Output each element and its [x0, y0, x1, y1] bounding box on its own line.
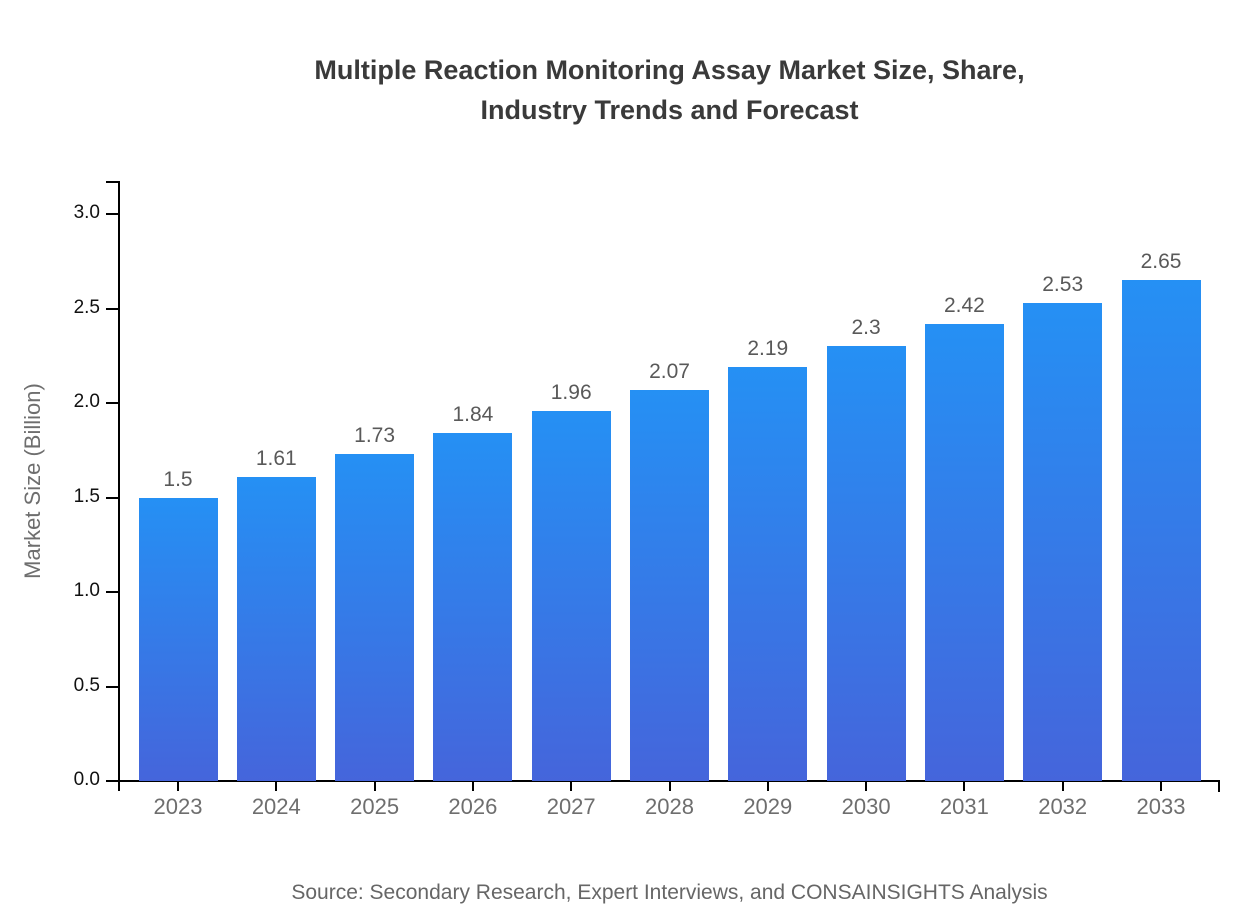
x-axis-tick [275, 781, 278, 791]
bar-value-label: 2.19 [747, 337, 789, 361]
x-axis-tick-label: 2030 [841, 794, 891, 819]
source-note: Source: Secondary Research, Expert Inter… [291, 881, 1048, 904]
bar-value-label: 2.42 [943, 293, 985, 317]
bar-value-label: 2.3 [851, 316, 881, 340]
x-axis-tick-label: 2031 [939, 794, 989, 819]
chart-title-line-1: Multiple Reaction Monitoring Assay Marke… [314, 55, 1025, 85]
x-axis-line [106, 780, 1220, 782]
bar-value-label: 1.61 [255, 446, 297, 470]
bar [531, 410, 611, 781]
x-axis-tick [963, 781, 966, 791]
y-axis-end-cap [106, 181, 118, 183]
x-axis-tick [865, 781, 868, 791]
y-axis-tick-label: 3.0 [73, 202, 100, 223]
bar-value-label: 1.96 [550, 380, 592, 404]
bar-value-label: 1.84 [452, 403, 494, 427]
bar [236, 476, 316, 781]
x-axis-tick-label: 2025 [350, 794, 400, 819]
x-axis-tick [766, 781, 769, 791]
x-axis-tick [570, 781, 573, 791]
bar-value-label: 1.73 [354, 424, 396, 448]
chart-title-line-2: Industry Trends and Forecast [480, 95, 859, 125]
x-axis-tick [1061, 781, 1064, 791]
y-axis-tick-label: 2.0 [73, 391, 100, 412]
y-axis-tick [106, 307, 118, 310]
y-axis-tick [106, 213, 118, 215]
bar [335, 454, 415, 781]
y-axis-tick [106, 496, 118, 499]
y-axis-tick-label: 0.5 [73, 674, 100, 696]
bar-value-label: 2.65 [1140, 250, 1182, 274]
x-axis-tick-label: 2028 [645, 794, 694, 819]
y-axis-tick-label: 2.5 [73, 296, 100, 318]
bar [924, 323, 1004, 781]
bar [1023, 302, 1103, 781]
bar [433, 433, 513, 781]
y-axis-tick-label: 0.0 [73, 769, 100, 790]
bar-value-label: 1.5 [163, 467, 193, 491]
x-axis-tick [471, 781, 474, 791]
y-axis-line [118, 181, 120, 791]
x-axis-tick-label: 2029 [743, 794, 793, 819]
y-axis-tick [106, 780, 118, 782]
x-axis-tick-label: 2033 [1136, 794, 1186, 819]
x-axis-end-cap [1218, 782, 1220, 792]
x-axis-tick [373, 781, 376, 791]
x-axis-tick [1160, 781, 1162, 791]
x-axis-tick [668, 781, 671, 791]
bar [1121, 280, 1201, 781]
x-axis-tick-label: 2032 [1038, 794, 1088, 819]
x-axis-tick-label: 2026 [448, 794, 498, 819]
x-axis-tick-label: 2024 [251, 794, 301, 819]
y-axis-tick-label: 1.0 [73, 580, 100, 601]
y-axis-tick-label: 1.5 [73, 485, 100, 507]
bar [826, 346, 906, 781]
y-axis-tick [106, 591, 118, 593]
bar [630, 389, 709, 781]
x-axis-tick-label: 2027 [546, 794, 596, 819]
chart-title: Multiple Reaction Monitoring Assay Marke… [118, 50, 1221, 130]
x-axis-tick-label: 2023 [153, 794, 203, 819]
y-axis-tick [106, 402, 118, 404]
bar-value-label: 2.07 [649, 359, 690, 383]
bar [138, 497, 218, 781]
y-axis-tick [106, 685, 118, 688]
x-axis-tick [177, 781, 179, 791]
bar [728, 367, 808, 781]
bar-value-label: 2.53 [1042, 272, 1084, 296]
plot-area: 0.0 0.5 1.0 1.5 2.0 2.5 3.0 1.5 2023 1.61 2024 1.73… [74, 181, 1221, 819]
